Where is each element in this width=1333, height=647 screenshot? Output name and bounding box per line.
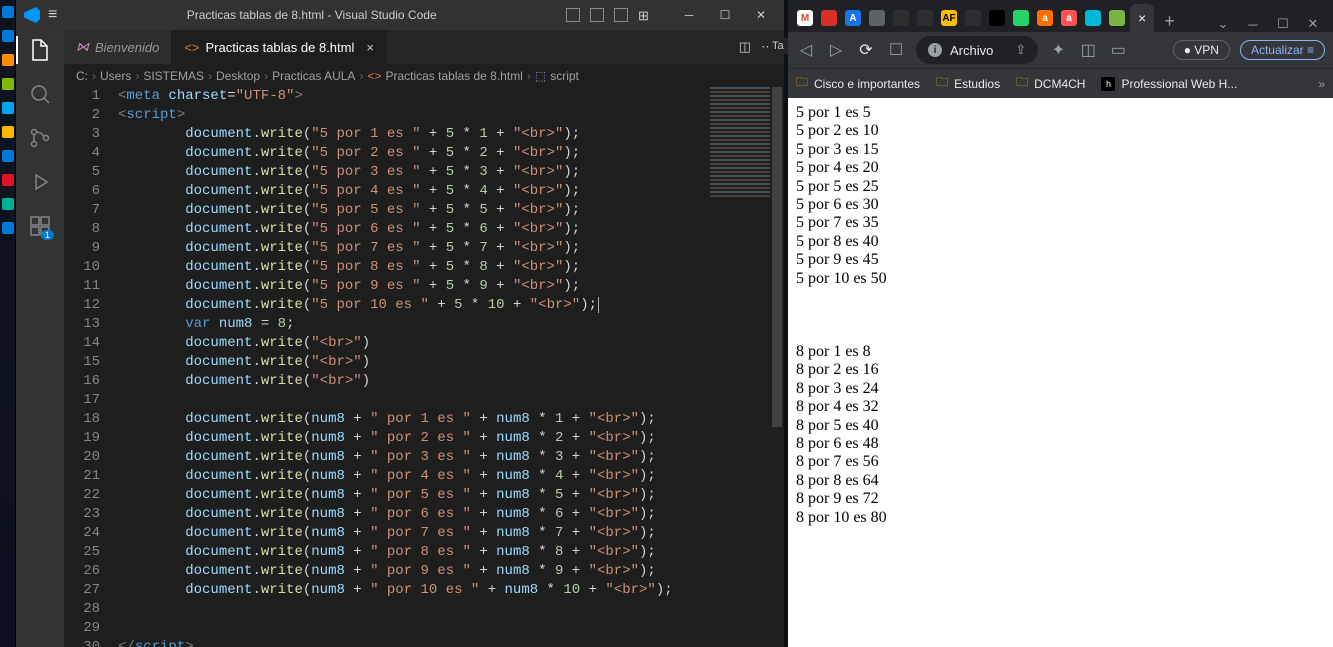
share-icon[interactable]: ⇪ (1015, 42, 1026, 58)
vpn-button[interactable]: ● VPN (1173, 40, 1230, 60)
back-icon[interactable]: ◁ (796, 40, 816, 60)
tab-close-icon[interactable]: × (1138, 10, 1146, 26)
close-icon[interactable]: ✕ (746, 8, 776, 22)
bookmarks-bar: 🗀Cisco e importantes 🗀Estudios 🗀DCM4CH hPro… (788, 68, 1333, 98)
wallet-icon[interactable]: ▭ (1108, 40, 1128, 60)
close-icon[interactable]: ✕ (1299, 16, 1327, 32)
bookmark-icon[interactable]: ☐ (886, 40, 906, 60)
tab-favicons[interactable]: MAAFaa (794, 4, 1128, 32)
browser-content: 5 por 1 es 55 por 2 es 105 por 3 es 155 … (788, 98, 1333, 647)
minimize-icon[interactable]: ─ (1239, 17, 1267, 32)
bookmark-item[interactable]: 🗀Cisco e importantes (796, 73, 920, 94)
browser-tab-strip: MAAFaa × + ⌄ ─ ☐ ✕ (788, 0, 1333, 32)
tab-welcome[interactable]: ⋈ Bienvenido (64, 30, 172, 64)
code-editor[interactable]: 1234567891011121314151617181920212223242… (64, 87, 784, 647)
activity-bar: 1 (16, 30, 64, 647)
vscode-icon: ⋈ (76, 39, 89, 55)
minimap[interactable] (710, 87, 770, 197)
split-editor-icon[interactable]: ◫ (739, 39, 751, 55)
windows-taskbar (0, 0, 16, 647)
bookmark-item[interactable]: hProfessional Web H... (1101, 77, 1237, 91)
explorer-icon[interactable] (28, 38, 52, 62)
panel-icon[interactable]: ◫ (1078, 40, 1098, 60)
maximize-icon[interactable]: ☐ (1269, 16, 1297, 32)
forward-icon[interactable]: ▷ (826, 40, 846, 60)
tab-file[interactable]: <> Practicas tablas de 8.html × (172, 30, 387, 64)
editor-tabs: ⋈ Bienvenido <> Practicas tablas de 8.ht… (64, 30, 784, 65)
breadcrumbs[interactable]: C: › Users › SISTEMAS › Desktop › Practi… (64, 65, 784, 87)
tab-label: Practicas tablas de 8.html (206, 40, 355, 55)
source-control-icon[interactable] (28, 126, 52, 150)
browser-window: MAAFaa × + ⌄ ─ ☐ ✕ ◁ ▷ ⟳ ☐ i Archivo ⇪ ✦… (788, 0, 1333, 647)
info-icon: i (928, 43, 942, 57)
layout-controls[interactable]: ⊞ (566, 8, 652, 22)
line-numbers: 1234567891011121314151617181920212223242… (64, 87, 118, 647)
menu-icon[interactable]: ≡ (48, 6, 57, 24)
new-tab-icon[interactable]: + (1156, 11, 1183, 32)
update-button[interactable]: Actualizar ≡ (1240, 40, 1325, 60)
maximize-icon[interactable]: ☐ (710, 8, 740, 22)
code-content[interactable]: <meta charset="UTF-8"><script> document.… (118, 87, 784, 647)
tab-label: Bienvenido (95, 40, 159, 55)
bookmark-item[interactable]: 🗀DCM4CH (1016, 73, 1085, 94)
browser-toolbar: ◁ ▷ ⟳ ☐ i Archivo ⇪ ✦ ◫ ▭ ● VPN Actualiz… (788, 32, 1333, 68)
scrollbar[interactable] (770, 87, 784, 647)
vscode-titlebar: ≡ Practicas tablas de 8.html - Visual St… (16, 0, 784, 30)
chevron-down-icon[interactable]: ⌄ (1209, 16, 1237, 32)
window-controls[interactable]: ─ ☐ ✕ (674, 8, 776, 22)
vscode-logo-icon (24, 7, 40, 23)
vscode-window: ≡ Practicas tablas de 8.html - Visual St… (16, 0, 784, 647)
extensions-icon[interactable]: 1 (28, 214, 52, 238)
editor-area: ⋈ Bienvenido <> Practicas tablas de 8.ht… (64, 30, 784, 647)
panel-stub: Ta (768, 38, 788, 54)
html-file-icon: <> (184, 40, 199, 55)
debug-icon[interactable] (28, 170, 52, 194)
extensions-icon[interactable]: ✦ (1048, 40, 1068, 60)
omnibox-text: Archivo (950, 43, 993, 58)
browser-tab-active[interactable]: × (1130, 4, 1154, 32)
window-title: Practicas tablas de 8.html - Visual Stud… (65, 8, 558, 22)
address-bar[interactable]: i Archivo ⇪ (916, 36, 1038, 64)
tab-close-icon[interactable]: × (366, 40, 374, 55)
search-icon[interactable] (28, 82, 52, 106)
reload-icon[interactable]: ⟳ (856, 40, 876, 60)
minimize-icon[interactable]: ─ (674, 8, 704, 22)
bookmark-item[interactable]: 🗀Estudios (936, 73, 1000, 94)
window-divider: Ta (784, 0, 788, 647)
